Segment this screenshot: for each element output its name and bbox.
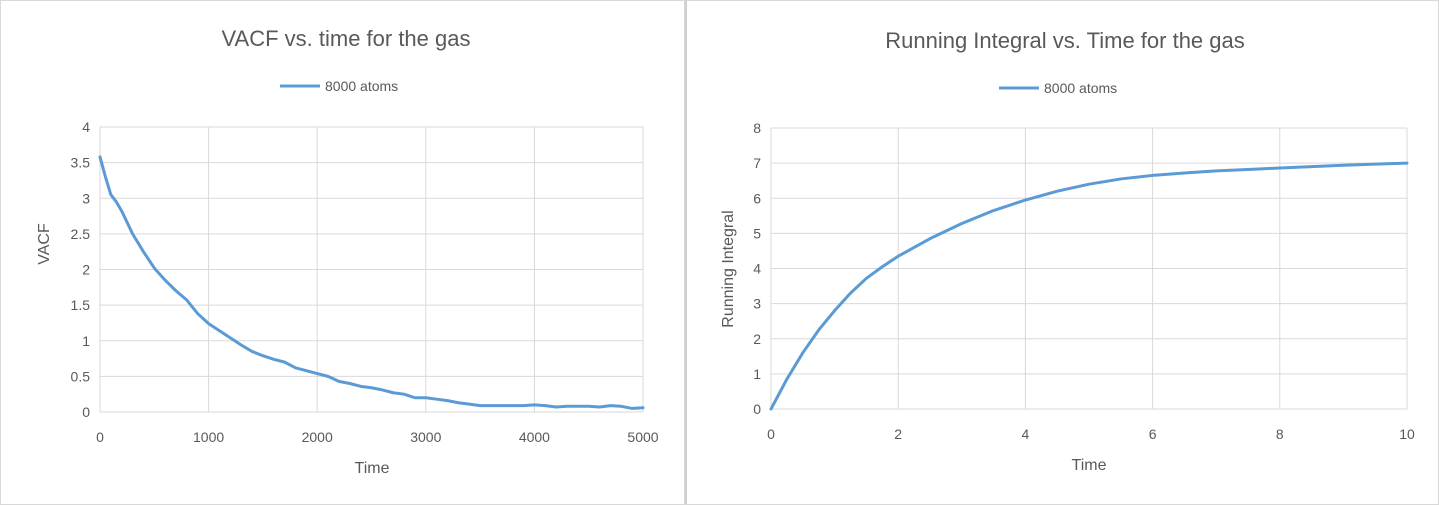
x-tick-labels: 0 2 4 6 8 10 [767,426,1415,442]
chart-panel-vacf: VACF vs. time for the gas 8000 atoms 0 0.… [0,0,685,505]
y-tick-label: 2 [82,262,90,278]
y-tick-label: 1 [753,366,761,382]
gridlines [99,126,644,413]
y-tick-label: 0 [753,401,761,417]
x-tick-label: 10 [1399,426,1415,442]
y-tick-labels: 0 1 2 3 4 5 6 7 8 [753,120,761,417]
x-tick-label: 0 [96,429,104,445]
x-tick-label: 0 [767,426,775,442]
chart-panel-running-integral: Running Integral vs. Time for the gas 80… [685,0,1439,505]
x-tick-label: 8 [1276,426,1284,442]
y-tick-label: 5 [753,225,761,241]
series-line-8000-atoms [98,155,645,410]
x-tick-label: 4 [1022,426,1030,442]
gridlines [770,127,1408,410]
x-tick-label: 1000 [193,429,224,445]
y-tick-label: 2 [753,331,761,347]
x-tick-label: 2000 [302,429,333,445]
y-axis-label: VACF [36,223,53,265]
y-tick-label: 2.5 [71,226,91,242]
y-tick-label: 7 [753,155,761,171]
y-tick-label: 1.5 [71,297,91,313]
x-tick-labels: 0 1000 2000 3000 4000 5000 [96,429,659,445]
y-tick-label: 1 [82,333,90,349]
y-axis-label: Running Integral [720,210,737,327]
series-line-8000-atoms [769,161,1409,411]
y-tick-label: 3 [82,190,90,206]
x-tick-label: 4000 [519,429,550,445]
x-axis-label: Time [1072,457,1107,474]
legend-label: 8000 atoms [325,78,398,94]
chart-title: VACF vs. time for the gas [221,26,470,51]
y-tick-label: 4 [753,261,761,277]
x-tick-label: 5000 [627,429,658,445]
vacf-chart-svg: VACF vs. time for the gas 8000 atoms 0 0.… [36,26,659,477]
running-integral-chart-svg: Running Integral vs. Time for the gas 80… [720,28,1415,474]
x-tick-label: 3000 [410,429,441,445]
legend: 8000 atoms [999,80,1117,96]
x-axis-label: Time [355,460,390,477]
y-tick-labels: 0 0.5 1 1.5 2 2.5 3 3.5 4 [71,119,91,420]
chart-title: Running Integral vs. Time for the gas [885,28,1245,53]
x-tick-label: 6 [1149,426,1157,442]
x-tick-label: 2 [894,426,902,442]
y-tick-label: 3 [753,296,761,312]
legend-label: 8000 atoms [1044,80,1117,96]
y-tick-label: 6 [753,190,761,206]
legend: 8000 atoms [280,78,398,94]
y-tick-label: 8 [753,120,761,136]
y-tick-label: 4 [82,119,90,135]
y-tick-label: 3.5 [71,155,91,171]
y-tick-label: 0.5 [71,368,91,384]
y-tick-label: 0 [82,404,90,420]
